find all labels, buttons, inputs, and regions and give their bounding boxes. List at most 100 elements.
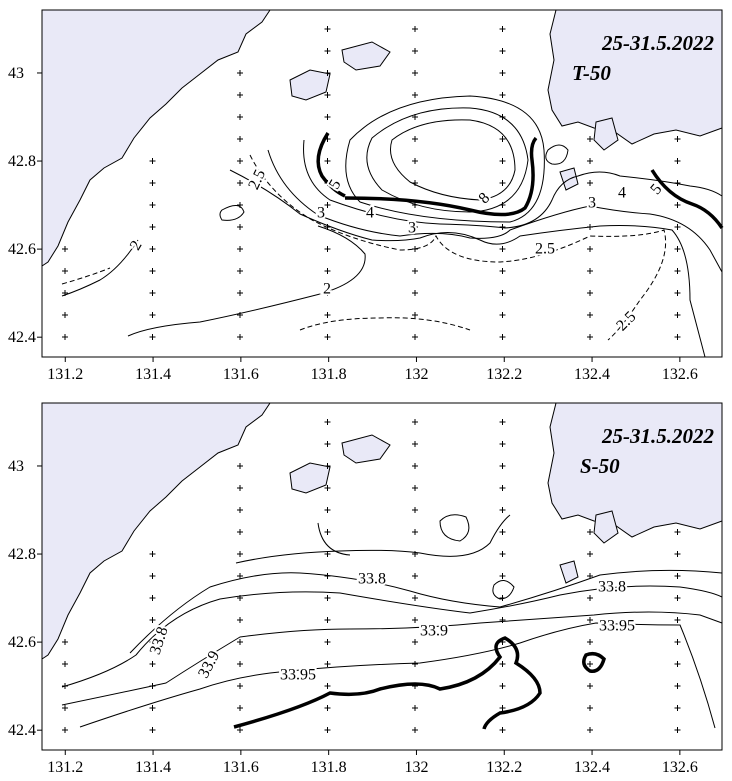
station xyxy=(587,705,593,711)
station xyxy=(499,48,506,54)
station xyxy=(237,224,243,230)
station xyxy=(412,224,418,230)
station xyxy=(499,485,506,491)
x-tick-label: 131.4 xyxy=(135,366,171,383)
y-tick-label: 42.6 xyxy=(8,634,36,651)
station xyxy=(499,312,506,318)
x-tick-label: 132.2 xyxy=(486,366,522,383)
contour-line xyxy=(345,95,545,223)
station xyxy=(149,617,156,623)
station xyxy=(499,727,506,733)
station xyxy=(499,573,506,579)
station xyxy=(674,290,681,296)
station xyxy=(674,727,681,733)
y-tick-label: 43 xyxy=(8,458,24,475)
station xyxy=(237,70,243,76)
contour-line xyxy=(79,622,716,729)
station xyxy=(587,661,593,667)
station xyxy=(149,202,156,208)
station xyxy=(324,312,331,318)
contour-line xyxy=(492,580,515,600)
station xyxy=(412,290,418,296)
station xyxy=(149,573,156,579)
station xyxy=(412,705,418,711)
station xyxy=(499,70,506,76)
x-tick-label: 131.8 xyxy=(311,366,347,383)
contour-label: 33.8 xyxy=(358,571,386,588)
station xyxy=(674,661,681,667)
station xyxy=(324,290,331,296)
station xyxy=(674,224,681,230)
station xyxy=(149,705,156,711)
station xyxy=(324,463,331,469)
contour-label: 3 xyxy=(408,220,416,237)
map-frame xyxy=(41,402,723,751)
y-tick-label: 42.6 xyxy=(8,241,36,258)
station xyxy=(237,114,243,120)
x-tick-label: 132.4 xyxy=(574,759,610,776)
station xyxy=(587,617,593,623)
station xyxy=(237,507,243,513)
station xyxy=(587,551,593,557)
station xyxy=(412,92,418,98)
station xyxy=(587,595,593,601)
x-tick-label: 131.4 xyxy=(135,759,171,776)
contour-label: 33.8 xyxy=(598,579,626,596)
station xyxy=(674,617,681,623)
station xyxy=(324,48,331,54)
contour-line xyxy=(650,169,724,229)
station xyxy=(324,485,331,491)
contour-line xyxy=(249,154,667,341)
y-tick-label: 42.8 xyxy=(8,153,36,170)
station xyxy=(237,485,243,491)
contour-label: 3 xyxy=(588,195,596,212)
station xyxy=(587,246,593,252)
station xyxy=(149,224,156,230)
station xyxy=(674,268,681,274)
station xyxy=(237,683,243,689)
contour-label: 33.95 xyxy=(599,618,635,635)
station xyxy=(412,158,418,164)
station xyxy=(674,573,681,579)
station xyxy=(62,312,68,318)
station xyxy=(587,158,593,164)
station xyxy=(324,727,331,733)
map-title: 25-31.5.2022 xyxy=(601,31,714,55)
contour-line xyxy=(61,611,723,706)
station xyxy=(324,661,331,667)
station xyxy=(499,26,506,32)
station xyxy=(149,727,156,733)
station xyxy=(499,705,506,711)
station xyxy=(499,136,506,142)
station xyxy=(499,419,506,425)
station xyxy=(412,136,418,142)
station xyxy=(674,334,681,340)
x-tick-label: 131.2 xyxy=(47,759,83,776)
station xyxy=(674,158,681,164)
station xyxy=(412,727,418,733)
station xyxy=(412,48,418,54)
contour-line xyxy=(582,651,606,673)
contour-label: 4 xyxy=(618,185,626,202)
station xyxy=(499,92,506,98)
station xyxy=(499,180,506,186)
contour-label: 33.95 xyxy=(280,667,316,684)
contour-line xyxy=(299,317,471,331)
station xyxy=(674,246,681,252)
station xyxy=(324,683,331,689)
station xyxy=(674,312,681,318)
station xyxy=(674,202,681,208)
x-tick-label: 131.2 xyxy=(47,366,83,383)
station xyxy=(412,26,418,32)
station xyxy=(674,551,681,557)
station xyxy=(499,334,506,340)
station xyxy=(674,683,681,689)
station xyxy=(412,334,418,340)
station xyxy=(237,463,243,469)
station xyxy=(149,661,156,667)
contour-label: 2.5 xyxy=(535,241,555,258)
contour-line xyxy=(233,636,542,730)
x-tick-label: 131.8 xyxy=(311,759,347,776)
station xyxy=(324,246,331,252)
station xyxy=(237,246,243,252)
